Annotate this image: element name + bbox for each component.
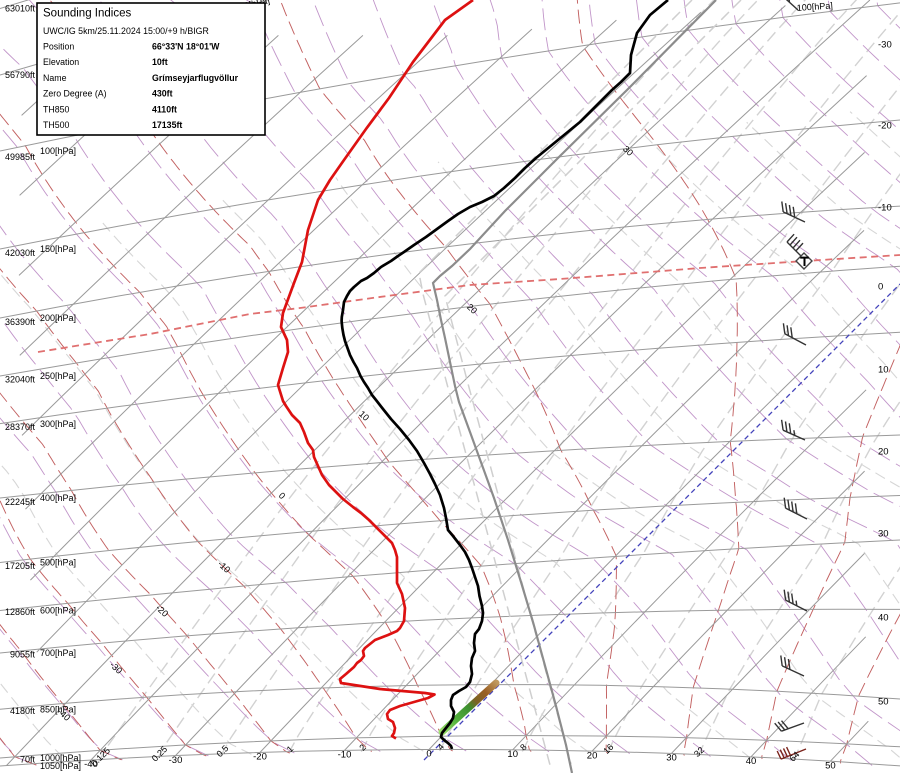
svg-text:1050[hPa]: 1050[hPa]: [40, 761, 81, 771]
svg-text:850[hPa]: 850[hPa]: [40, 705, 76, 715]
svg-text:10ft: 10ft: [152, 57, 168, 67]
svg-text:28370ft: 28370ft: [5, 422, 36, 432]
svg-text:200[hPa]: 200[hPa]: [40, 313, 76, 323]
svg-text:300[hPa]: 300[hPa]: [40, 419, 76, 429]
svg-text:36390ft: 36390ft: [5, 317, 36, 327]
svg-text:-40: -40: [84, 759, 98, 770]
svg-text:UWC/IG 5km/25.11.2024 15:00/+9: UWC/IG 5km/25.11.2024 15:00/+9 h/BIGR: [43, 26, 209, 36]
svg-text:400[hPa]: 400[hPa]: [40, 493, 76, 503]
svg-text:0: 0: [878, 282, 883, 293]
svg-text:4180ft: 4180ft: [10, 706, 36, 716]
svg-text:Name: Name: [43, 73, 67, 83]
svg-text:-20: -20: [253, 752, 267, 763]
svg-text:Position: Position: [43, 42, 74, 52]
svg-text:500[hPa]: 500[hPa]: [40, 558, 76, 568]
svg-text:66°33'N 18°01'W: 66°33'N 18°01'W: [152, 42, 220, 52]
svg-text:100[hPa]: 100[hPa]: [40, 146, 76, 156]
svg-text:70ft: 70ft: [20, 755, 36, 765]
svg-text:1: 1: [285, 744, 296, 755]
svg-text:17135ft: 17135ft: [152, 120, 182, 130]
svg-text:42030ft: 42030ft: [5, 248, 36, 258]
svg-text:10: 10: [507, 749, 518, 760]
svg-text:250[hPa]: 250[hPa]: [40, 371, 76, 381]
svg-text:50: 50: [825, 760, 836, 771]
svg-text:40: 40: [746, 756, 757, 767]
svg-text:-30: -30: [878, 40, 892, 51]
svg-text:49985ft: 49985ft: [5, 152, 36, 162]
svg-text:40: 40: [878, 613, 889, 624]
svg-text:600[hPa]: 600[hPa]: [40, 606, 76, 616]
svg-text:-20: -20: [878, 121, 892, 132]
svg-text:64: 64: [787, 749, 801, 763]
svg-text:12860ft: 12860ft: [5, 607, 36, 617]
svg-text:20: 20: [587, 750, 598, 761]
svg-text:22245ft: 22245ft: [5, 497, 36, 507]
svg-text:TH500: TH500: [43, 120, 70, 130]
svg-text:56790ft: 56790ft: [5, 70, 36, 80]
svg-text:30: 30: [621, 144, 635, 158]
svg-text:17205ft: 17205ft: [5, 561, 36, 571]
svg-text:4: 4: [435, 742, 446, 753]
svg-text:4110ft: 4110ft: [152, 104, 177, 114]
svg-text:30: 30: [666, 753, 677, 764]
svg-text:63010ft: 63010ft: [5, 4, 36, 14]
svg-text:700[hPa]: 700[hPa]: [40, 648, 76, 658]
svg-text:20: 20: [465, 302, 479, 316]
svg-text:Zero Degree (A): Zero Degree (A): [43, 89, 107, 99]
svg-text:2: 2: [357, 742, 368, 753]
svg-text:1000[hPa]: 1000[hPa]: [40, 753, 81, 763]
svg-text:8: 8: [518, 742, 529, 753]
svg-text:-10: -10: [878, 203, 892, 214]
svg-text:430ft: 430ft: [152, 89, 173, 99]
svg-text:TH850: TH850: [43, 104, 70, 114]
svg-text:20: 20: [878, 447, 889, 458]
svg-text:Elevation: Elevation: [43, 57, 79, 67]
svg-text:0: 0: [277, 490, 287, 501]
svg-text:32040ft: 32040ft: [5, 375, 36, 385]
svg-text:Sounding Indices: Sounding Indices: [43, 8, 131, 20]
svg-text:150[hPa]: 150[hPa]: [40, 244, 76, 254]
svg-text:-10: -10: [338, 750, 352, 761]
svg-text:-30: -30: [169, 755, 183, 766]
svg-text:0: 0: [426, 749, 431, 760]
svg-text:50: 50: [878, 697, 889, 708]
svg-text:Grímseyjarflugvöllur: Grímseyjarflugvöllur: [152, 73, 239, 83]
svg-text:30: 30: [878, 529, 889, 540]
svg-text:9055ft: 9055ft: [10, 650, 36, 660]
svg-text:100[hPa]: 100[hPa]: [796, 1, 833, 13]
svg-text:10: 10: [878, 365, 889, 376]
svg-text:10: 10: [357, 409, 371, 423]
